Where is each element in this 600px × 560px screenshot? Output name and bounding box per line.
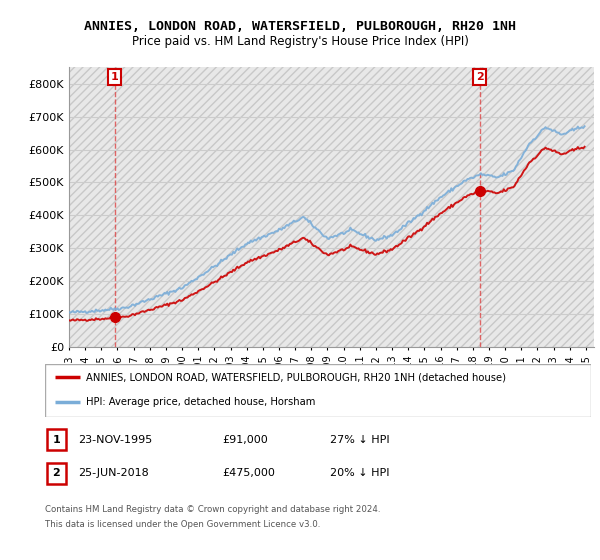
Text: Price paid vs. HM Land Registry's House Price Index (HPI): Price paid vs. HM Land Registry's House … xyxy=(131,35,469,48)
Text: £475,000: £475,000 xyxy=(222,468,275,478)
Bar xyxy=(47,430,66,450)
Text: Contains HM Land Registry data © Crown copyright and database right 2024.: Contains HM Land Registry data © Crown c… xyxy=(45,505,380,514)
Text: 2: 2 xyxy=(476,72,484,82)
Text: 20% ↓ HPI: 20% ↓ HPI xyxy=(330,468,389,478)
Text: 23-NOV-1995: 23-NOV-1995 xyxy=(78,435,152,445)
Text: 2: 2 xyxy=(53,468,60,478)
Text: 1: 1 xyxy=(111,72,119,82)
Text: 1: 1 xyxy=(53,435,60,445)
Text: ANNIES, LONDON ROAD, WATERSFIELD, PULBOROUGH, RH20 1NH: ANNIES, LONDON ROAD, WATERSFIELD, PULBOR… xyxy=(84,20,516,32)
Text: ANNIES, LONDON ROAD, WATERSFIELD, PULBOROUGH, RH20 1NH (detached house): ANNIES, LONDON ROAD, WATERSFIELD, PULBOR… xyxy=(86,372,506,382)
Text: £91,000: £91,000 xyxy=(222,435,268,445)
Text: 25-JUN-2018: 25-JUN-2018 xyxy=(78,468,149,478)
Text: 27% ↓ HPI: 27% ↓ HPI xyxy=(330,435,389,445)
Text: This data is licensed under the Open Government Licence v3.0.: This data is licensed under the Open Gov… xyxy=(45,520,320,529)
Text: HPI: Average price, detached house, Horsham: HPI: Average price, detached house, Hors… xyxy=(86,397,316,407)
Bar xyxy=(47,463,66,483)
